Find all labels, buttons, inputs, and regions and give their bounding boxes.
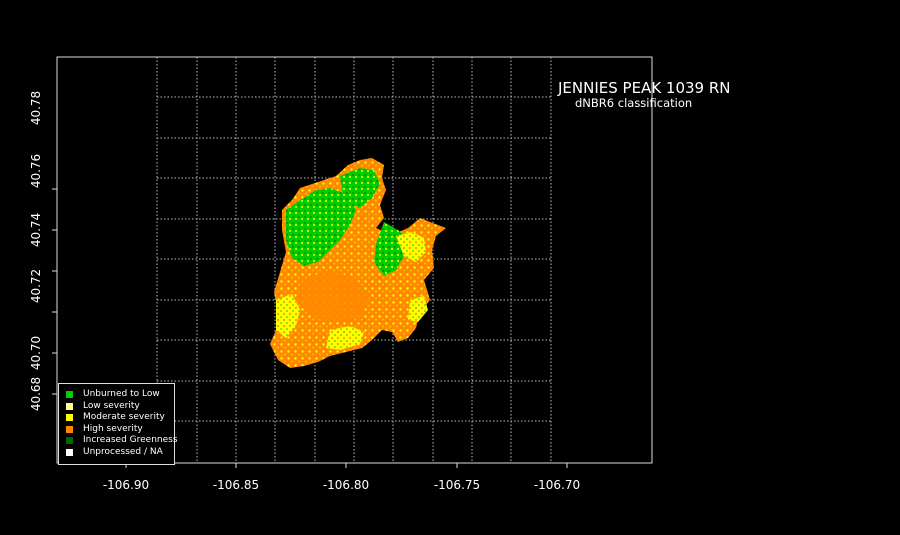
legend-label: Increased Greenness: [83, 435, 178, 445]
legend-swatch: [66, 426, 73, 433]
y-tick-label: 40.72: [29, 269, 43, 303]
moderate-patch-se: [408, 296, 428, 322]
map-subtitle: dNBR6 classification: [575, 96, 693, 110]
y-tick-label: 40.68: [29, 377, 43, 411]
legend-label: Unprocessed / NA: [83, 447, 163, 457]
moderate-patch-south: [326, 326, 364, 350]
legend-swatch: [66, 449, 73, 456]
x-tick-label: -106.75: [434, 478, 480, 492]
high-severity-core: [298, 270, 370, 322]
legend-label: High severity: [83, 424, 143, 434]
moderate-patch-west: [276, 294, 300, 338]
legend: Unburned to Low Low severity Moderate se…: [58, 383, 178, 465]
y-tick-label: 40.78: [29, 91, 43, 125]
legend-label: Moderate severity: [83, 412, 165, 422]
legend-swatch: [66, 437, 73, 444]
x-tick-label: -106.70: [534, 478, 580, 492]
legend-label: Low severity: [83, 401, 140, 411]
legend-swatch: [66, 414, 73, 421]
legend-label: Unburned to Low: [83, 389, 160, 399]
x-tick-label: -106.85: [213, 478, 259, 492]
x-tick-label: -106.90: [103, 478, 149, 492]
y-tick-label: 40.76: [29, 154, 43, 188]
legend-swatch: [66, 391, 73, 398]
y-tick-label: 40.74: [29, 213, 43, 247]
x-tick-label: -106.80: [323, 478, 369, 492]
y-tick-label: 40.70: [29, 336, 43, 370]
moderate-patch-lobe: [396, 232, 426, 262]
legend-swatch: [66, 403, 73, 410]
unburned-patch-north: [286, 188, 356, 266]
unburned-patch-ne: [340, 168, 380, 208]
burn-severity-area: [270, 158, 446, 368]
map-title: JENNIES PEAK 1039 RN: [558, 79, 731, 97]
